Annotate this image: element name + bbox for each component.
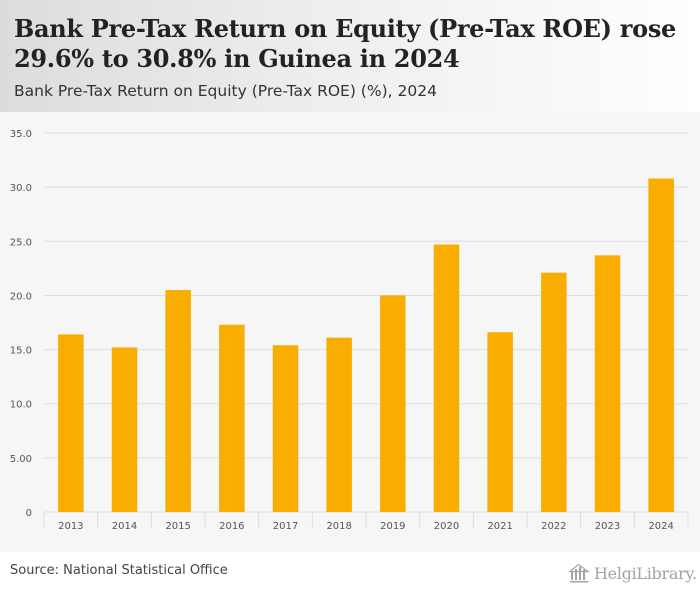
x-tick-label: 2013 bbox=[58, 521, 83, 532]
bar-2016 bbox=[219, 324, 245, 512]
source-note: Source: National Statistical Office bbox=[10, 563, 228, 578]
y-tick-label: 20.0 bbox=[10, 291, 32, 302]
x-tick-label: 2022 bbox=[541, 521, 566, 532]
bar-2022 bbox=[541, 272, 567, 512]
y-tick-label: 25.0 bbox=[10, 237, 32, 248]
y-tick-label: 30.0 bbox=[10, 183, 32, 194]
x-tick-label: 2020 bbox=[434, 521, 459, 532]
x-tick-label: 2014 bbox=[112, 521, 137, 532]
x-tick-label: 2023 bbox=[595, 521, 620, 532]
bar-2018 bbox=[326, 337, 352, 512]
bar-2020 bbox=[433, 244, 460, 512]
x-tick-label: 2024 bbox=[648, 521, 673, 532]
bar-2015 bbox=[165, 290, 191, 512]
bar-2019 bbox=[380, 295, 406, 512]
x-tick-label: 2015 bbox=[165, 521, 190, 532]
y-tick-label: 15.0 bbox=[10, 346, 32, 357]
bar-2024 bbox=[648, 178, 674, 512]
library-building-icon bbox=[568, 563, 590, 583]
y-tick-label: 5.00 bbox=[10, 454, 32, 465]
x-tick-label: 2017 bbox=[273, 521, 298, 532]
bar-2017 bbox=[272, 345, 299, 512]
bar-2013 bbox=[58, 334, 84, 512]
chart-title: Bank Pre-Tax Return on Equity (Pre-Tax R… bbox=[14, 14, 677, 73]
y-tick-label: 35.0 bbox=[10, 129, 32, 140]
header-banner bbox=[0, 0, 700, 112]
y-tick-label: 0 bbox=[26, 508, 32, 519]
helgi-library-logo[interactable]: HelgiLibrary. bbox=[568, 561, 697, 585]
y-tick-label: 10.0 bbox=[10, 400, 32, 411]
x-tick-label: 2019 bbox=[380, 521, 405, 532]
x-tick-label: 2016 bbox=[219, 521, 244, 532]
bar-2023 bbox=[594, 255, 621, 512]
bar-2014 bbox=[111, 347, 138, 512]
chart-subtitle: Bank Pre-Tax Return on Equity (Pre-Tax R… bbox=[14, 82, 437, 100]
x-tick-label: 2018 bbox=[326, 521, 351, 532]
logo-text: HelgiLibrary. bbox=[594, 563, 697, 583]
bar-2021 bbox=[487, 332, 513, 512]
x-tick-label: 2021 bbox=[487, 521, 512, 532]
bar-chart: 0 5.00 10.0 15.0 20.0 25.0 30.0 35.0 2013 2014 201… bbox=[10, 129, 689, 532]
